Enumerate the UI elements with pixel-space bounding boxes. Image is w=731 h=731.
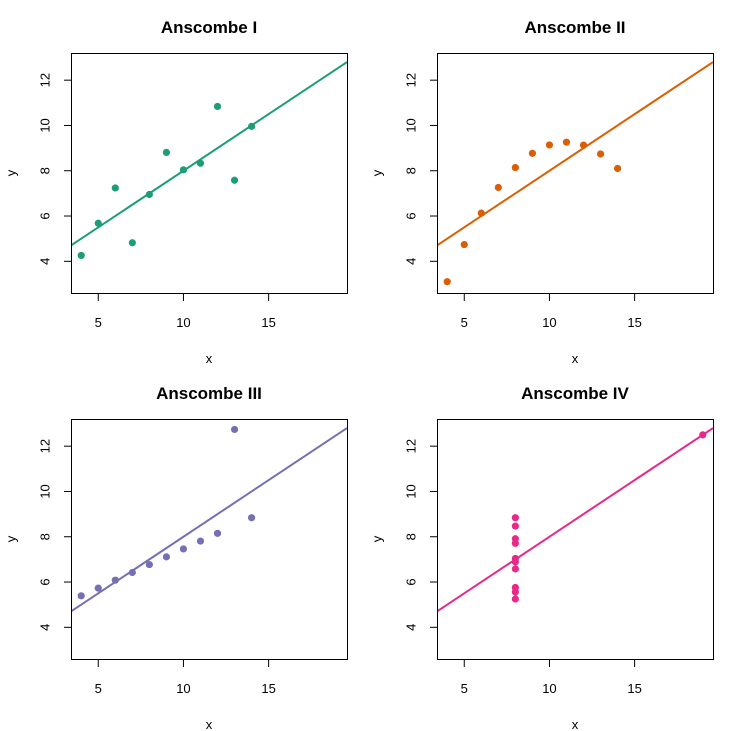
x-tick-label: 5 [461,681,468,696]
y-axis-label: y [369,169,384,176]
regression-line [437,427,713,613]
data-point [162,553,171,561]
y-tick-label: 4 [403,258,418,265]
data-point [230,176,239,184]
y-tick-label: 6 [403,578,418,585]
data-point [128,568,136,577]
data-point [511,565,519,573]
data-point [145,560,153,569]
plot-frame [437,53,714,294]
data-point [528,149,537,157]
data-point [179,166,188,174]
data-point [596,150,605,158]
data-point [213,102,222,111]
y-tick-label: 12 [37,73,52,87]
panel-4: Anscombe IV 5 10 15 4 6 8 10 12 x y [369,384,714,731]
x-tick-label: 10 [176,681,190,696]
plot-frame [437,419,714,660]
data-point [477,209,485,217]
data-point [162,148,171,156]
y-tick-label: 10 [403,484,418,498]
data-point [94,219,102,227]
data-point [230,425,239,434]
x-tick-label: 15 [627,315,641,330]
data-point [699,431,707,439]
y-tick-label: 6 [37,212,52,219]
data-point [213,529,222,537]
data-point [545,141,554,149]
x-tick-label: 10 [542,681,556,696]
data-point [179,545,188,553]
x-tick-label: 10 [176,315,190,330]
y-tick-label: 4 [403,624,418,631]
y-axis-label: y [369,535,384,542]
data-point [145,190,153,199]
y-tick-label: 12 [403,73,418,87]
y-tick-label: 8 [37,533,52,540]
y-tick-label: 12 [403,439,418,453]
regression-line [71,427,347,613]
y-tick-label: 8 [37,167,52,174]
data-point [94,584,102,592]
regression-line [71,61,347,247]
data-point [443,278,451,286]
panel-title: Anscombe III [156,384,262,403]
y-tick-label: 10 [37,118,52,132]
x-axis-label: x [206,717,213,731]
y-tick-label: 8 [403,533,418,540]
data-point [247,514,256,522]
x-tick-label: 15 [261,315,275,330]
y-tick-label: 6 [403,212,418,219]
data-point [460,240,468,249]
y-tick-label: 12 [37,439,52,453]
y-tick-label: 8 [403,167,418,174]
plot-frame [71,53,348,294]
panel-2: Anscombe II 5 10 15 4 6 8 10 12 x y [369,18,714,366]
x-axis-label: x [206,351,213,366]
x-tick-label: 15 [627,681,641,696]
data-point [511,588,519,596]
x-tick-label: 5 [461,315,468,330]
x-tick-label: 10 [542,315,556,330]
panel-3: Anscombe III 5 10 15 4 6 8 10 12 x y [3,384,348,731]
y-axis-label: y [3,169,18,176]
y-tick-label: 10 [403,118,418,132]
panel-title: Anscombe II [524,18,625,37]
data-point [77,592,85,600]
data-point [511,535,519,543]
panel-title: Anscombe I [161,18,257,37]
data-point [494,183,502,192]
data-point [511,558,519,566]
panel-1: Anscombe I 5 10 15 4 6 8 10 12 x y [3,18,348,366]
x-tick-label: 5 [95,681,102,696]
data-point [511,163,519,172]
y-axis-label: y [3,535,18,542]
plot-frame [71,419,348,660]
data-point [579,141,588,149]
data-point [111,184,119,192]
data-point [247,122,256,130]
regression-line [437,61,713,247]
y-tick-label: 6 [37,578,52,585]
x-tick-label: 5 [95,315,102,330]
y-tick-label: 4 [37,624,52,631]
y-tick-label: 10 [37,484,52,498]
data-point [77,251,85,260]
x-tick-label: 15 [261,681,275,696]
data-point [613,164,622,173]
data-point [562,138,571,146]
data-point [511,595,519,603]
data-point [111,576,119,584]
x-axis-label: x [572,717,579,731]
data-point [196,159,205,167]
data-point [196,537,205,545]
data-point [511,522,519,530]
x-axis-label: x [572,351,579,366]
data-point [511,514,519,522]
data-point [128,239,136,247]
panel-title: Anscombe IV [521,384,629,403]
y-tick-label: 4 [37,258,52,265]
